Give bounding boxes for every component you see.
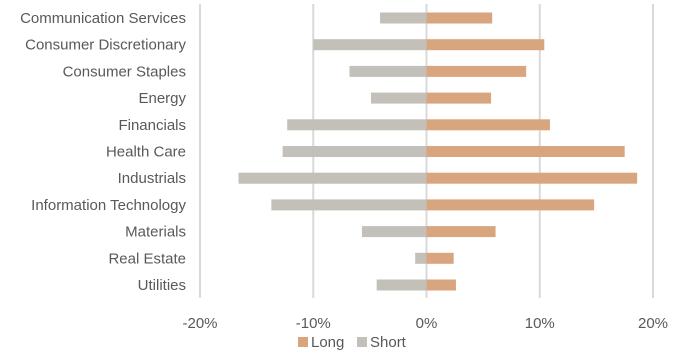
bar-short bbox=[282, 146, 427, 157]
x-tick-label: -20% bbox=[182, 315, 217, 332]
legend-long-swatch bbox=[298, 337, 308, 347]
bar-short bbox=[238, 172, 427, 184]
bar-long bbox=[426, 172, 638, 184]
bar-short bbox=[380, 12, 427, 24]
bar-short bbox=[349, 65, 427, 77]
bar-long bbox=[426, 146, 625, 157]
category-label: Health Care bbox=[106, 144, 186, 161]
bars bbox=[238, 12, 638, 291]
category-label: Materials bbox=[125, 224, 186, 241]
bar-short bbox=[271, 199, 427, 211]
category-label: Financials bbox=[118, 117, 186, 134]
bar-short bbox=[313, 39, 427, 51]
bar-long bbox=[426, 199, 595, 211]
category-label: Consumer Staples bbox=[63, 63, 186, 80]
bar-long bbox=[426, 226, 496, 238]
category-label: Consumer Discretionary bbox=[25, 37, 186, 54]
category-label: Industrials bbox=[118, 170, 186, 187]
category-label: Communication Services bbox=[20, 10, 186, 27]
bar-long bbox=[426, 119, 550, 131]
bar-short bbox=[376, 279, 427, 291]
x-tick-label: 10% bbox=[525, 315, 555, 332]
category-label: Energy bbox=[138, 90, 186, 107]
bar-long bbox=[426, 252, 454, 264]
bar-long bbox=[426, 39, 545, 51]
category-label: Utilities bbox=[138, 277, 186, 294]
bar-long bbox=[426, 65, 527, 77]
x-axis-ticks: -20% -10% 0% 10% 20% bbox=[182, 315, 668, 332]
legend-long-label: Long bbox=[311, 334, 344, 351]
x-tick-label: 0% bbox=[416, 315, 438, 332]
category-labels: Communication Services Consumer Discretio… bbox=[20, 10, 186, 294]
bar-long bbox=[426, 279, 456, 291]
legend: Long Short bbox=[298, 334, 407, 351]
bar-short bbox=[361, 226, 427, 238]
bar-long bbox=[426, 12, 493, 24]
category-label: Information Technology bbox=[31, 197, 186, 214]
bar-short bbox=[371, 92, 427, 104]
bar-long bbox=[426, 92, 492, 104]
x-tick-label: -10% bbox=[296, 315, 331, 332]
legend-short-swatch bbox=[357, 337, 367, 347]
category-label: Real Estate bbox=[108, 250, 186, 267]
legend-short-label: Short bbox=[370, 334, 407, 351]
bar-short bbox=[415, 252, 427, 264]
x-tick-label: 20% bbox=[638, 315, 668, 332]
bar-short bbox=[287, 119, 427, 131]
